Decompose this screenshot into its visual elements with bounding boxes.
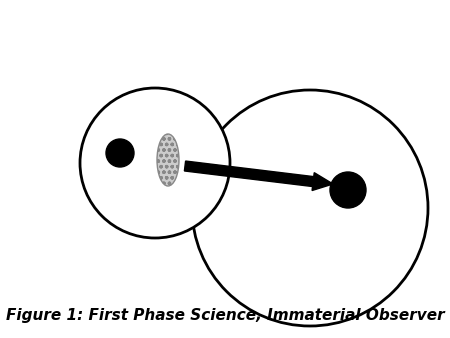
Ellipse shape (157, 134, 179, 186)
Circle shape (330, 172, 366, 208)
Circle shape (192, 90, 428, 326)
Circle shape (106, 139, 134, 167)
Circle shape (80, 88, 230, 238)
Text: Figure 1: First Phase Science, Immaterial Observer: Figure 1: First Phase Science, Immateria… (6, 308, 444, 323)
FancyArrow shape (184, 161, 333, 191)
